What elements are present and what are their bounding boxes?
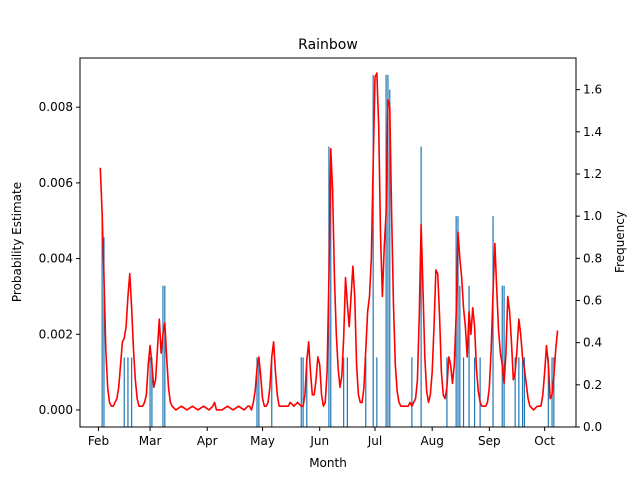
frequency-bar xyxy=(127,357,129,427)
x-tick-label: Oct xyxy=(534,434,555,448)
x-tick-label: Jun xyxy=(309,434,329,448)
x-tick-label: Jul xyxy=(367,434,382,448)
frequency-bar xyxy=(503,285,505,427)
right-tick-label: 0.8 xyxy=(583,251,602,265)
frequency-bar xyxy=(389,89,391,427)
frequency-bar xyxy=(385,74,387,428)
frequency-bar xyxy=(103,237,105,427)
right-tick-label: 1.6 xyxy=(583,83,602,97)
frequency-bar xyxy=(300,357,302,427)
x-tick-label: Sep xyxy=(478,434,501,448)
frequency-bar xyxy=(101,216,103,427)
x-tick-label: Aug xyxy=(420,434,443,448)
frequency-bar xyxy=(149,357,151,427)
right-tick-label: 0.0 xyxy=(583,420,602,434)
left-tick-label: 0.008 xyxy=(39,100,73,114)
frequency-bar xyxy=(330,152,332,427)
x-axis-label: Month xyxy=(309,456,347,470)
x-tick-label: May xyxy=(250,434,275,448)
frequency-bar xyxy=(420,146,422,427)
frequency-bar xyxy=(468,285,470,427)
plot-frame xyxy=(79,57,577,428)
probability-line-group xyxy=(99,72,559,411)
right-tick-label: 1.2 xyxy=(583,167,602,181)
frequency-bar xyxy=(306,357,308,427)
frequency-bar xyxy=(164,285,166,427)
frequency-bar xyxy=(521,357,524,427)
right-tick-label: 0.2 xyxy=(583,378,602,392)
frequency-bar xyxy=(131,357,133,427)
frequency-bar xyxy=(492,216,494,427)
frequency-bar xyxy=(123,357,125,427)
frequency-bar xyxy=(518,357,520,427)
x-axis-ticks: Feb Mar Apr May Jun Jul Aug Sep Oct xyxy=(88,427,555,448)
frequency-bar xyxy=(365,357,367,427)
left-axis-ticks: 0.000 0.002 0.004 0.006 0.008 xyxy=(39,100,80,417)
right-tick-label: 0.6 xyxy=(583,293,602,307)
frequency-bar xyxy=(256,357,258,427)
frequency-bar xyxy=(343,357,345,427)
x-tick-label: Apr xyxy=(197,434,218,448)
frequency-bar xyxy=(553,357,555,427)
frequency-bar xyxy=(514,357,516,427)
frequency-bar xyxy=(523,357,525,427)
frequency-bar xyxy=(479,357,481,427)
frequency-bar xyxy=(457,216,459,427)
frequency-bar xyxy=(387,74,389,428)
right-axis-ticks: 0.0 0.2 0.4 0.6 0.8 1.0 1.2 1.4 1.6 xyxy=(576,83,602,434)
left-tick-label: 0.006 xyxy=(39,176,73,190)
frequency-bar xyxy=(411,357,413,427)
frequency-bar xyxy=(462,357,465,427)
probability-line xyxy=(99,72,559,411)
right-tick-label: 0.4 xyxy=(583,336,602,350)
frequency-bar xyxy=(151,357,153,427)
left-tick-label: 0.002 xyxy=(39,327,73,341)
frequency-bar xyxy=(501,285,503,427)
x-tick-label: Feb xyxy=(88,434,109,448)
frequency-bar xyxy=(258,357,260,427)
frequency-bar xyxy=(473,357,476,427)
left-tick-label: 0.004 xyxy=(39,252,73,266)
right-tick-label: 1.0 xyxy=(583,209,602,223)
frequency-bar xyxy=(372,74,374,428)
frequency-bar xyxy=(162,285,164,427)
right-axis-label: Frequency xyxy=(613,211,627,273)
left-axis-label: Probability Estimate xyxy=(10,182,24,302)
frequency-bar xyxy=(547,357,549,427)
frequency-bar xyxy=(376,357,378,427)
frequency-bar xyxy=(271,357,273,427)
frequency-bar xyxy=(302,357,304,427)
right-tick-label: 1.4 xyxy=(583,125,602,139)
x-tick-label: Mar xyxy=(139,434,162,448)
frequency-bar xyxy=(459,285,461,427)
frequency-bar xyxy=(346,357,348,427)
chart-title: Rainbow xyxy=(298,37,358,53)
left-tick-label: 0.000 xyxy=(39,403,73,417)
